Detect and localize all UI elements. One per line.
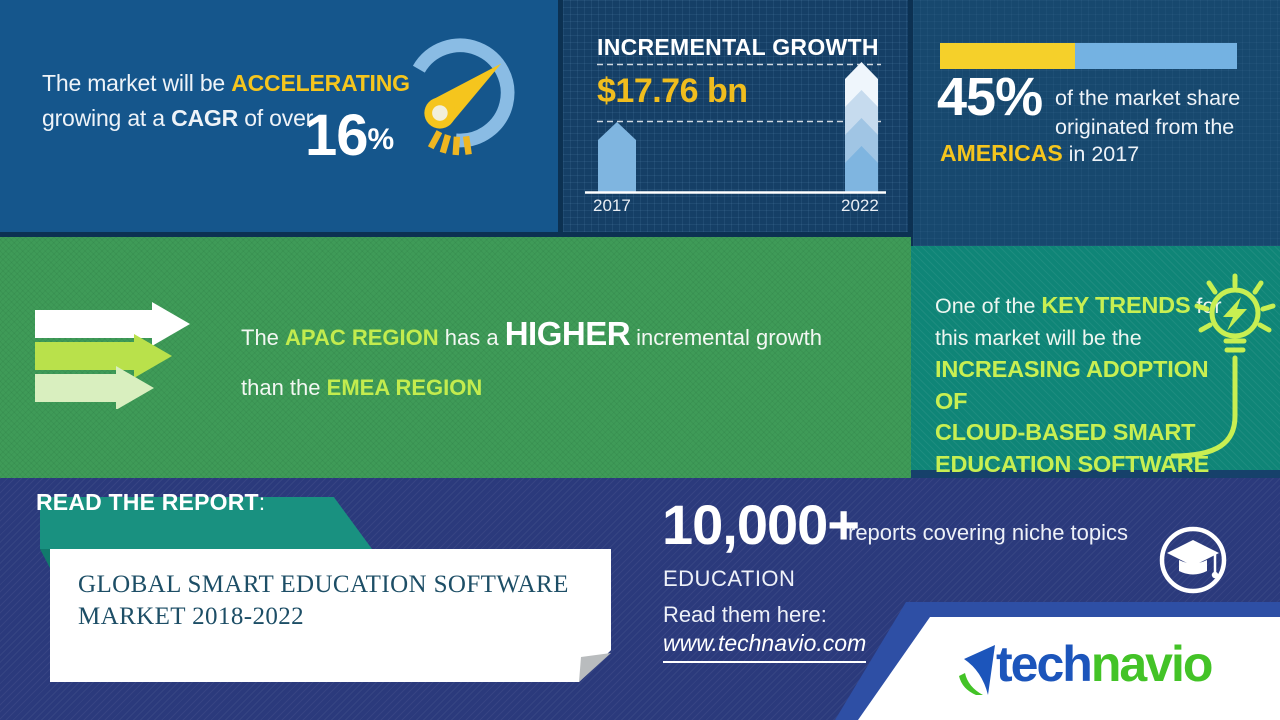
apac-higher: HIGHER — [504, 315, 631, 352]
footer-band: READ THE REPORT: GLOBAL SMART EDUCATION … — [0, 478, 1280, 720]
wordmark-tech: tech — [996, 636, 1093, 692]
trend-highlight: KEY TRENDS — [1041, 292, 1191, 318]
trend-line2: this market will be the — [935, 325, 1142, 350]
apac-l1-mid: has a — [438, 325, 505, 350]
trend-line1: One of the KEY TRENDS for — [935, 290, 1225, 323]
technavio-url-link[interactable]: www.technavio.com — [663, 630, 867, 663]
read-report-colon: : — [258, 489, 266, 515]
apac-band: The APAC REGION has a HIGHER incremental… — [0, 237, 911, 478]
wordmark-navio: navio — [1090, 636, 1214, 692]
cagr-line2-bold: CAGR — [171, 105, 239, 131]
share-bar-other-segment — [1075, 43, 1237, 69]
trend-line5: EDUCATION SOFTWARE — [935, 450, 1210, 477]
read-report-banner[interactable] — [40, 497, 372, 549]
incremental-growth-value: $17.76 bn — [597, 72, 748, 110]
share-value: 45% — [937, 67, 1043, 127]
year-label-2022: 2022 — [841, 196, 879, 215]
cagr-statement: The market will be ACCELERATING growing … — [42, 66, 410, 136]
year-label-2017: 2017 — [593, 196, 631, 215]
cagr-value-number: 16 — [305, 103, 369, 168]
cagr-line2-post: of over — [238, 105, 314, 131]
apac-region: APAC REGION — [285, 325, 439, 350]
speedometer-gauge-icon — [412, 38, 515, 156]
read-them-here-label: Read them here: — [663, 602, 827, 627]
read-report-label: READ THE REPORT: — [36, 489, 265, 516]
trend-l1-pre: One of the — [935, 294, 1042, 318]
apac-l1-post: incremental growth — [630, 325, 823, 350]
lightbulb-idea-icon — [1170, 273, 1276, 459]
page-curl-icon — [579, 653, 611, 682]
cagr-panel: The market will be ACCELERATING growing … — [0, 0, 558, 232]
share-bar-americas-segment — [940, 43, 1075, 69]
reports-category: EDUCATION — [663, 566, 796, 591]
bar-2022-layer4 — [845, 146, 878, 192]
trend-line4: CLOUD-BASED SMART — [935, 419, 1196, 445]
share-description: of the market share originated from the — [1055, 84, 1240, 142]
graduation-cap-icon — [1159, 526, 1227, 594]
three-growth-arrows-icon — [35, 302, 190, 409]
incremental-growth-title: INCREMENTAL GROWTH — [597, 34, 879, 60]
report-title-line1: GLOBAL SMART EDUCATION SOFTWARE — [78, 571, 569, 598]
share-region: AMERICAS — [940, 140, 1063, 166]
cagr-value: 16% — [305, 106, 394, 170]
brand-panel — [835, 602, 1280, 720]
technavio-paper-plane-logo-mark[interactable] — [952, 641, 997, 696]
cagr-value-unit: % — [367, 123, 395, 156]
bar-2017 — [598, 122, 636, 192]
apac-l2-pre: than the — [241, 375, 327, 400]
banner-fold — [40, 549, 50, 568]
trend-line3: INCREASING ADOPTION OF — [935, 356, 1209, 414]
read-report-text: READ THE REPORT — [36, 489, 259, 515]
cagr-line2: growing at a CAGR of over — [42, 101, 410, 136]
cagr-line1: The market will be ACCELERATING — [42, 66, 410, 101]
cagr-line1-highlight: ACCELERATING — [231, 70, 410, 96]
apac-l1-pre: The — [241, 325, 286, 350]
share-suffix: in 2017 — [1062, 142, 1140, 166]
share-text1: of the market share — [1055, 86, 1241, 110]
cagr-line1-pre: The market will be — [42, 70, 232, 96]
technavio-wordmark[interactable]: technavio — [996, 636, 1214, 692]
trend-statement: One of the KEY TRENDS for this market wi… — [935, 290, 1225, 480]
report-title-card — [50, 549, 611, 682]
reports-count: 10,000+ — [662, 493, 860, 556]
emea-region: EMEA REGION — [326, 375, 483, 400]
share-region-line: AMERICAS in 2017 — [940, 140, 1139, 167]
key-trend-panel: One of the KEY TRENDS for this market wi… — [911, 246, 1280, 477]
report-title: GLOBAL SMART EDUCATION SOFTWARE MARKET 2… — [78, 569, 569, 633]
market-share-panel: 45% of the market share originated from … — [913, 0, 1280, 246]
share-split-bar — [940, 43, 1237, 69]
report-title-line2: MARKET 2018-2022 — [78, 603, 305, 630]
reports-description: reports covering niche topics — [848, 520, 1129, 545]
growth-bar-chart — [585, 62, 886, 194]
cagr-line2-pre: growing at a — [42, 105, 172, 131]
apac-statement-line2: than the EMEA REGION — [241, 375, 482, 401]
apac-statement-line1: The APAC REGION has a HIGHER incremental… — [241, 315, 822, 353]
share-text2: originated from the — [1055, 115, 1235, 139]
incremental-growth-panel: INCREMENTAL GROWTH $17.76 bn 2017 2022 — [563, 0, 908, 232]
